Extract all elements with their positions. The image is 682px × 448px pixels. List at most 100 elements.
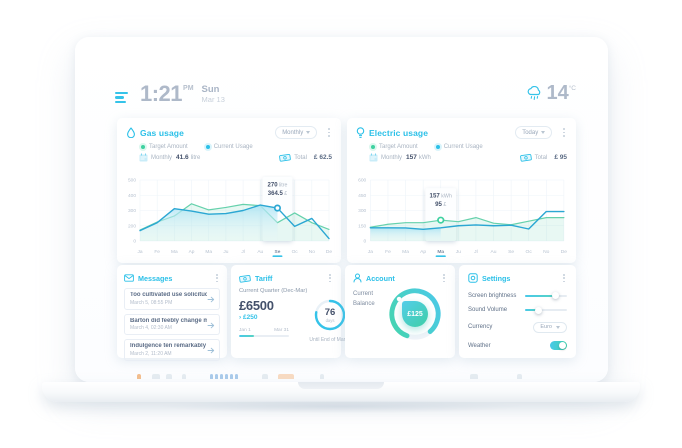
svg-text:450: 450 (358, 193, 366, 199)
chevron-down-icon (306, 131, 311, 134)
legend-label: Target Amount (379, 144, 418, 150)
svg-text:Fe: Fe (385, 249, 391, 255)
gas-period-value: Monthly (282, 129, 304, 136)
message-title: Too cultivated use solicitude (130, 292, 207, 299)
calendar-icon (369, 153, 378, 162)
legend-current-usage[interactable]: Current Usage (435, 144, 483, 150)
svg-text:Ap: Ap (420, 249, 426, 255)
svg-text:Oc: Oc (292, 249, 299, 255)
summary-value: 157 (406, 154, 417, 161)
currency-dropdown[interactable]: Euro (533, 321, 567, 333)
range-end: Mar 31 (274, 328, 289, 334)
svg-text:Se: Se (508, 249, 514, 255)
svg-text:500: 500 (128, 178, 136, 184)
svg-text:Au: Au (257, 249, 263, 255)
quarter-progress-bar (239, 335, 289, 338)
electric-usage-card: Electric usage Today Target Amount Curre… (347, 118, 576, 263)
total-label: Total (294, 154, 307, 161)
legend-label: Current Usage (443, 144, 483, 150)
legend-current-usage[interactable]: Current Usage (205, 144, 253, 150)
message-title: Barton did feebly change man (130, 317, 207, 324)
calendar-icon (139, 153, 148, 162)
arrow-right-icon[interactable] (207, 322, 215, 329)
days-value: 76 (324, 307, 336, 319)
days-remaining-ring: 76 days (312, 297, 348, 333)
arrow-right-icon[interactable] (207, 347, 215, 354)
card-title: Gas usage (140, 127, 184, 138)
message-time: March 5, 08:55 PM (130, 299, 173, 306)
clock-day: Sun (201, 84, 220, 95)
hamburger-menu-icon[interactable] (115, 92, 128, 104)
svg-text:De: De (561, 249, 568, 255)
tariff-subtitle: Current Quarter (Dec-Mar) (239, 288, 308, 295)
svg-text:Ju: Ju (223, 249, 228, 255)
svg-text:600: 600 (358, 178, 366, 184)
kebab-menu-icon[interactable] (326, 126, 332, 138)
svg-text:364.5 £: 364.5 £ (268, 191, 287, 197)
kebab-menu-icon[interactable] (327, 272, 333, 284)
message-item[interactable]: Too cultivated use solicitude March 5, 0… (124, 288, 220, 310)
slider-knob[interactable] (552, 292, 560, 300)
tariff-amount: £6500 (239, 298, 274, 314)
electric-period-dropdown[interactable]: Today (515, 126, 553, 139)
temperature-value: 14 (546, 82, 569, 104)
clock-date: Mar 13 (201, 95, 225, 105)
svg-text:0: 0 (133, 239, 136, 245)
svg-text:200: 200 (128, 223, 136, 229)
svg-text:300: 300 (358, 208, 366, 214)
gas-period-dropdown[interactable]: Monthly (275, 126, 318, 139)
volume-label: Sound Volume (468, 307, 508, 314)
legend-target-amount[interactable]: Target Amount (371, 144, 418, 150)
laptop-hinge-notch (298, 382, 384, 389)
account-card: Account Current Balance (345, 265, 455, 358)
svg-text:Jl: Jl (474, 249, 478, 255)
currency-label: Currency (468, 324, 493, 331)
message-time: March 2, 11:20 AM (130, 350, 172, 357)
svg-text:No: No (543, 249, 550, 255)
usage-summary: Monthly 157 kWh Total £ 95 (369, 153, 567, 162)
range-start: Jan 1 (239, 328, 251, 334)
card-title: Electric usage (369, 127, 429, 138)
weather-toggle[interactable] (550, 341, 567, 351)
svg-text:270 litre: 270 litre (268, 183, 288, 189)
brightness-slider[interactable] (525, 292, 567, 300)
kebab-menu-icon[interactable] (214, 272, 220, 284)
slider-knob[interactable] (534, 306, 542, 314)
svg-text:400: 400 (128, 193, 136, 199)
card-title: Messages (138, 273, 173, 283)
volume-slider[interactable] (525, 306, 567, 314)
laptop-screen: 1:21 PM Sun Mar 13 14 °C (75, 37, 608, 382)
gas-usage-chart[interactable]: 0 200 300 400 500 270 litre 364.5 £ Ja Fe Ma Ap Ma J… (124, 175, 334, 259)
legend-target-amount[interactable]: Target Amount (141, 144, 188, 150)
arrow-right-icon[interactable] (207, 296, 215, 303)
kebab-menu-icon[interactable] (561, 126, 567, 138)
kebab-menu-icon[interactable] (561, 272, 567, 284)
svg-text:157 kWh: 157 kWh (430, 194, 452, 200)
summary-value: 41.6 (176, 154, 189, 161)
banknote-icon (279, 153, 292, 162)
svg-text:Ma: Ma (171, 249, 178, 255)
brightness-label: Screen brightness (468, 292, 517, 299)
summary-period-label: Monthly (151, 154, 173, 161)
chevron-down-icon (556, 325, 560, 329)
electric-usage-chart[interactable]: 0 150 300 450 600 157 kWh 95 £ Ja Fe Ma Ap Ma Ju Jl Au… (354, 175, 569, 259)
total-label: Total (534, 154, 548, 161)
banknote-icon (519, 153, 532, 162)
toggle-knob[interactable] (559, 342, 566, 350)
summary-period-label: Monthly (381, 154, 403, 161)
progress-fill (239, 335, 254, 338)
message-item[interactable]: Indulgence ten remarkably March 2, 11:20… (124, 339, 220, 361)
svg-text:Ja: Ja (368, 249, 373, 255)
bulb-icon (356, 126, 365, 138)
summary-unit: litre (190, 154, 201, 161)
message-item[interactable]: Barton did feebly change man March 4, 02… (124, 313, 220, 336)
gear-icon (468, 273, 478, 283)
kebab-menu-icon[interactable] (441, 272, 447, 284)
electric-period-value: Today (522, 129, 539, 136)
settings-card: Settings Screen brightness Sound Volume … (459, 265, 576, 358)
person-icon (353, 273, 362, 283)
svg-text:No: No (309, 249, 315, 255)
svg-text:Ap: Ap (189, 249, 195, 255)
tariff-card: Tariff Current Quarter (Dec-Mar) £6500 ›… (231, 265, 351, 358)
